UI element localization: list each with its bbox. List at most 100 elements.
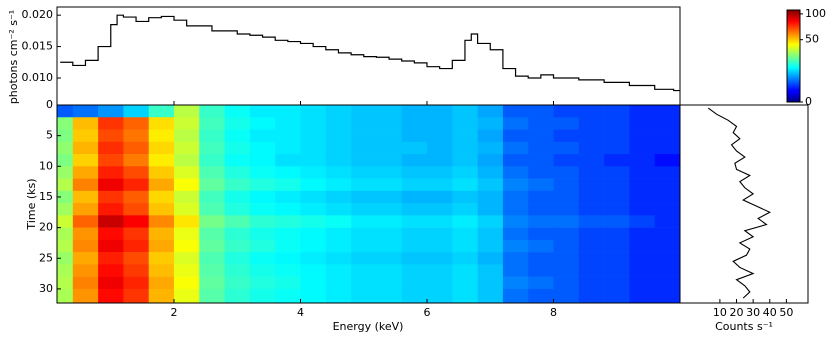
heatmap-cell	[528, 215, 554, 228]
heatmap-cell	[578, 117, 605, 130]
heatmap-cell	[401, 129, 428, 143]
y-tick-label: 0.010	[22, 71, 54, 84]
heatmap-cell	[57, 252, 74, 265]
x-tick-label: 8	[550, 306, 557, 319]
heatmap-cell	[553, 166, 580, 179]
heatmap-cell	[300, 129, 327, 143]
heatmap-cell	[578, 276, 605, 290]
heatmap-cell	[452, 264, 478, 277]
heatmap-cell	[57, 203, 74, 216]
heatmap-cell	[300, 264, 327, 277]
heatmap-cell	[72, 117, 99, 130]
heatmap-cell	[477, 178, 504, 192]
heatmap-cell	[654, 239, 681, 253]
heatmap-cell	[604, 178, 630, 192]
heatmap-cell	[604, 239, 630, 253]
heatmap-cell	[376, 276, 403, 290]
heatmap-cell	[604, 252, 630, 265]
heatmap-cell	[224, 203, 251, 216]
heatmap-cell	[629, 288, 656, 304]
heatmap-cell	[629, 154, 656, 167]
colorbar-tick-label: 100	[805, 7, 826, 20]
heatmap-cell	[72, 141, 99, 155]
heatmap-cell	[427, 227, 453, 241]
heatmap-cell	[604, 129, 630, 143]
heatmap-cell	[477, 190, 504, 204]
heatmap-cell	[72, 178, 99, 192]
lightcurve-line	[707, 107, 772, 299]
heatmap-cell	[199, 252, 225, 265]
x-tick-label: 30	[746, 306, 760, 319]
heatmap-cell	[654, 166, 681, 179]
heatmap-cell	[224, 288, 251, 304]
heatmap-cell	[452, 239, 478, 253]
heatmap-cell	[199, 105, 225, 118]
heatmap-cell	[578, 239, 605, 253]
heatmap-cell	[148, 105, 175, 118]
heatmap-cell	[72, 166, 99, 179]
heatmap-cell	[351, 227, 377, 241]
heatmap-cell	[604, 227, 630, 241]
heatmap-cell	[300, 117, 327, 130]
heatmap-cell	[502, 288, 529, 304]
heatmap-cell	[578, 105, 605, 118]
heatmap-cell	[300, 178, 327, 192]
heatmap-cell	[578, 264, 605, 277]
heatmap-cell	[502, 166, 529, 179]
heatmap-cell	[427, 166, 453, 179]
heatmap-cell	[249, 227, 276, 241]
heatmap-cell	[553, 276, 580, 290]
heatmap-cell	[351, 166, 377, 179]
heatmap-cell	[275, 227, 301, 241]
heatmap-cell	[578, 203, 605, 216]
heatmap-cell	[477, 239, 504, 253]
heatmap-cell	[148, 239, 175, 253]
heatmap-cell	[351, 178, 377, 192]
heatmap-cell	[224, 215, 251, 228]
heatmap-cell	[148, 264, 175, 277]
heatmap-cell	[427, 215, 453, 228]
heatmap-cell	[224, 166, 251, 179]
heatmap-cell	[452, 276, 478, 290]
heatmap-cell	[148, 227, 175, 241]
heatmap-cell	[148, 190, 175, 204]
heatmap-cell	[199, 264, 225, 277]
y-tick-label: 0.015	[22, 40, 54, 53]
heatmap-cell	[528, 166, 554, 179]
heatmap-cell	[275, 190, 301, 204]
heatmap-cell	[199, 129, 225, 143]
heatmap-cell	[604, 166, 630, 179]
heatmap-cell	[502, 239, 529, 253]
heatmap-cell	[452, 141, 478, 155]
heatmap-cell	[72, 105, 99, 118]
heatmap-cell	[72, 276, 99, 290]
heatmap-cell	[427, 117, 453, 130]
heatmap-cell	[300, 252, 327, 265]
heatmap-cell	[654, 105, 681, 118]
heatmap-cell	[148, 178, 175, 192]
heatmap-cell	[477, 264, 504, 277]
heatmap-cell	[275, 264, 301, 277]
axes-frame	[679, 104, 809, 304]
heatmap-cell	[452, 190, 478, 204]
heatmap-cell	[654, 117, 681, 130]
heatmap-y-label: Time (ks)	[25, 178, 38, 230]
heatmap-cell	[57, 166, 74, 179]
colorbar-tick-label: 0	[805, 95, 812, 108]
heatmap-cell	[401, 190, 428, 204]
heatmap-cell	[123, 264, 150, 277]
heatmap-cell	[401, 141, 428, 155]
heatmap-cell	[452, 215, 478, 228]
heatmap-cell	[553, 154, 580, 167]
x-tick-label: 10	[713, 306, 727, 319]
heatmap-cell	[57, 178, 74, 192]
heatmap-cell	[275, 288, 301, 304]
heatmap-cell	[351, 154, 377, 167]
heatmap-cell	[654, 264, 681, 277]
heatmap-cell	[275, 252, 301, 265]
heatmap-cell	[578, 178, 605, 192]
heatmap-cell	[401, 227, 428, 241]
x-tick-label: 20	[730, 306, 744, 319]
heatmap-cell	[224, 105, 251, 118]
